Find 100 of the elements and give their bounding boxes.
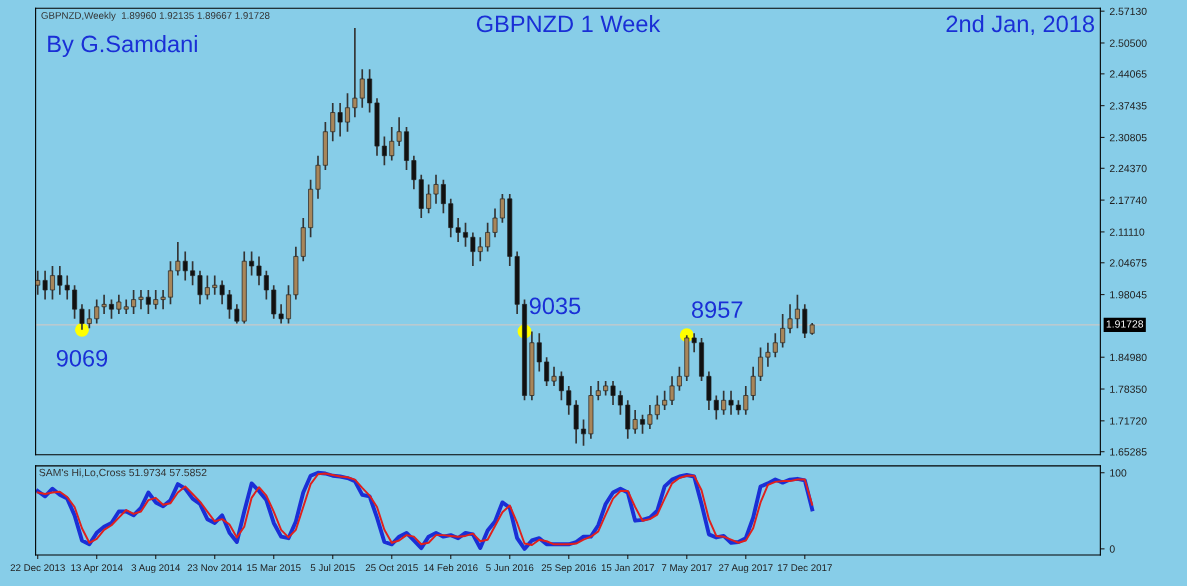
candlestick — [787, 303, 793, 334]
candlestick — [794, 293, 800, 330]
candlestick — [42, 269, 48, 301]
x-tick-label: 5 Jun 2016 — [486, 564, 534, 572]
candlestick — [640, 413, 645, 435]
x-tick-label: 23 Nov 2014 — [187, 564, 243, 572]
candlestick — [79, 303, 85, 331]
candlestick — [197, 269, 203, 306]
candlestick — [426, 183, 432, 215]
y-tick-label: 2.37435 — [1109, 102, 1147, 110]
y-tick-label: 1.84980 — [1110, 353, 1147, 362]
annotation: 9035 — [529, 297, 581, 315]
candlestick — [558, 370, 564, 402]
candlestick — [669, 375, 675, 406]
x-tick-label: 7 May 2017 — [661, 564, 712, 574]
annotation: 8957 — [691, 301, 743, 319]
annotation: GBPNZD,Weekly 1.89960 1.92135 1.89667 1.91728 — [41, 11, 270, 21]
candlestick — [772, 332, 778, 358]
annotation: By G.Samdani — [48, 35, 197, 58]
chart-title: GBPNZD 1 Week — [476, 14, 661, 33]
candlestick — [485, 222, 491, 253]
candlestick — [728, 389, 734, 416]
annotation: 9069 — [56, 349, 108, 367]
y-tick-label: 1.78350 — [1110, 385, 1147, 393]
candlestick — [676, 365, 682, 392]
y-tick-label: 2.17740 — [1109, 196, 1147, 204]
candlestick — [286, 284, 291, 325]
y-tick-label: 0 — [1109, 545, 1115, 553]
candlestick — [463, 222, 468, 248]
candlestick — [109, 298, 114, 320]
candlestick — [581, 418, 586, 447]
x-tick-label: 22 Dec 2013 — [10, 564, 65, 572]
candlestick — [758, 346, 763, 382]
candlestick — [440, 178, 446, 215]
candlestick — [263, 269, 269, 301]
candlestick — [35, 269, 41, 296]
y-tick-label: 2.04675 — [1109, 259, 1147, 267]
x-tick-label: 25 Sep 2016 — [541, 564, 596, 574]
candlestick — [50, 265, 55, 301]
candlestick — [706, 370, 712, 411]
x-tick-label: 25 Oct 2015 — [365, 564, 418, 572]
candlestick — [256, 255, 262, 287]
candlestick — [477, 236, 483, 263]
ref-line-label: 1.91728 — [1106, 320, 1144, 328]
candlestick — [212, 274, 218, 296]
candlestick — [145, 289, 151, 315]
candlestick — [219, 279, 225, 306]
candlestick — [345, 92, 350, 133]
candlestick — [492, 207, 498, 239]
annotation: 2nd Jan, 2018 — [946, 14, 1095, 36]
x-tick-label: 3 Aug 2014 — [131, 564, 181, 574]
y-tick-label: 100 — [1110, 469, 1127, 477]
x-tick-label: 27 Aug 2017 — [718, 564, 773, 574]
y-tick-label: 2.44065 — [1109, 70, 1147, 78]
candlestick — [536, 332, 542, 373]
x-tick-label: 15 Mar 2015 — [247, 564, 301, 572]
candlestick — [271, 284, 277, 320]
candlestick — [721, 389, 727, 416]
candlestick — [765, 341, 771, 368]
candlestick — [101, 293, 107, 315]
candlestick — [470, 231, 476, 267]
candlestick — [551, 365, 557, 387]
candlestick — [138, 289, 144, 311]
y-tick-label: 2.24370 — [1109, 164, 1147, 173]
y-tick-label: 2.30805 — [1109, 133, 1147, 142]
candlestick — [94, 298, 100, 325]
candlestick — [86, 308, 92, 330]
candlestick — [617, 389, 623, 416]
candlestick — [662, 389, 668, 411]
candlestick — [381, 135, 387, 167]
candlestick — [595, 380, 601, 402]
candlestick — [153, 289, 159, 311]
candlestick — [315, 154, 321, 200]
candlestick — [72, 284, 78, 320]
x-tick-label: 13 Apr 2014 — [71, 564, 123, 574]
candlestick — [190, 260, 196, 287]
candlestick — [249, 250, 255, 277]
candlestick — [227, 289, 232, 320]
candlestick — [654, 394, 660, 421]
x-tick-label: 17 Dec 2017 — [777, 564, 832, 572]
candlestick — [713, 394, 719, 421]
candlestick — [204, 274, 210, 301]
y-tick-label: 1.65285 — [1110, 448, 1147, 456]
candlestick — [780, 313, 786, 349]
y-tick-label: 1.98045 — [1110, 291, 1147, 299]
chart-title: SAM's Hi,Lo,Cross 51.9734 57.5852 — [39, 468, 207, 478]
y-tick-label: 2.57130 — [1109, 7, 1147, 16]
candlestick — [647, 404, 653, 430]
x-tick-label: 15 Jan 2017 — [601, 564, 655, 572]
candlestick — [160, 289, 166, 311]
candlestick — [499, 193, 505, 224]
y-tick-label: 1.71720 — [1110, 417, 1147, 425]
y-tick-label: 2.11110 — [1109, 228, 1145, 236]
candlestick — [131, 289, 137, 315]
candlestick — [433, 174, 439, 205]
candlestick — [367, 68, 373, 114]
candlestick — [610, 380, 616, 406]
x-tick-label: 5 Jul 2015 — [310, 563, 355, 572]
candlestick — [544, 356, 550, 387]
y-tick-label: 2.50500 — [1109, 39, 1147, 47]
